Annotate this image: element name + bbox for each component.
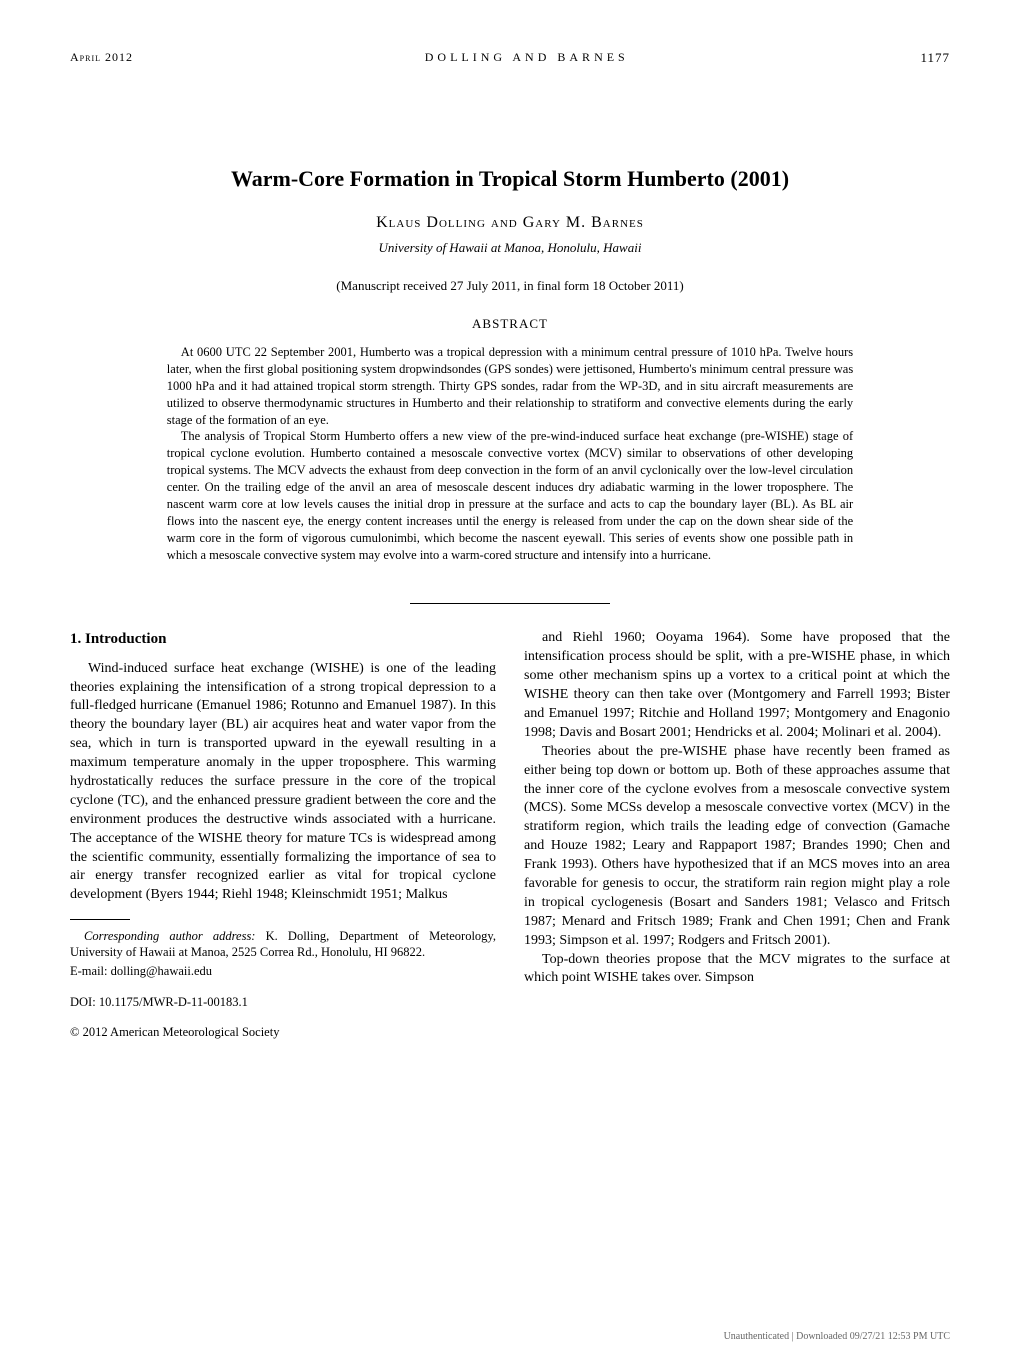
doi: DOI: 10.1175/MWR-D-11-00183.1: [70, 994, 496, 1011]
abstract-heading: ABSTRACT: [70, 316, 950, 332]
abstract-paragraph: At 0600 UTC 22 September 2001, Humberto …: [167, 344, 853, 428]
section-heading-introduction: 1. Introduction: [70, 629, 496, 649]
author-email: E-mail: dolling@hawaii.edu: [70, 963, 496, 980]
right-column: and Riehl 1960; Ooyama 1964). Some have …: [524, 629, 950, 1041]
article-authors: Klaus Dolling and Gary M. Barnes: [70, 214, 950, 232]
copyright-line: © 2012 American Meteorological Society: [70, 1024, 496, 1041]
two-column-body: 1. Introduction Wind-induced surface hea…: [70, 629, 950, 1041]
body-paragraph: Theories about the pre-WISHE phase have …: [524, 743, 950, 951]
header-page-number: 1177: [920, 50, 950, 66]
author-affiliation: University of Hawaii at Manoa, Honolulu,…: [70, 240, 950, 256]
corresponding-author: Corresponding author address: K. Dolling…: [70, 928, 496, 961]
corr-label: Corresponding author address:: [84, 929, 255, 943]
download-footer: Unauthenticated | Downloaded 09/27/21 12…: [724, 1331, 950, 1342]
article-title: Warm-Core Formation in Tropical Storm Hu…: [70, 166, 950, 192]
left-column: 1. Introduction Wind-induced surface hea…: [70, 629, 496, 1041]
abstract-paragraph: The analysis of Tropical Storm Humberto …: [167, 428, 853, 563]
footnote-divider: [70, 919, 130, 920]
body-paragraph: and Riehl 1960; Ooyama 1964). Some have …: [524, 629, 950, 742]
header-authors-running: DOLLING AND BARNES: [425, 50, 629, 66]
body-paragraph: Wind-induced surface heat exchange (WISH…: [70, 660, 496, 906]
running-header: April 2012 DOLLING AND BARNES 1177: [70, 50, 950, 66]
header-date: April 2012: [70, 50, 133, 66]
section-divider: [410, 603, 610, 604]
abstract-block: At 0600 UTC 22 September 2001, Humberto …: [167, 344, 853, 563]
manuscript-dates: (Manuscript received 27 July 2011, in fi…: [70, 278, 950, 294]
body-paragraph: Top-down theories propose that the MCV m…: [524, 951, 950, 989]
